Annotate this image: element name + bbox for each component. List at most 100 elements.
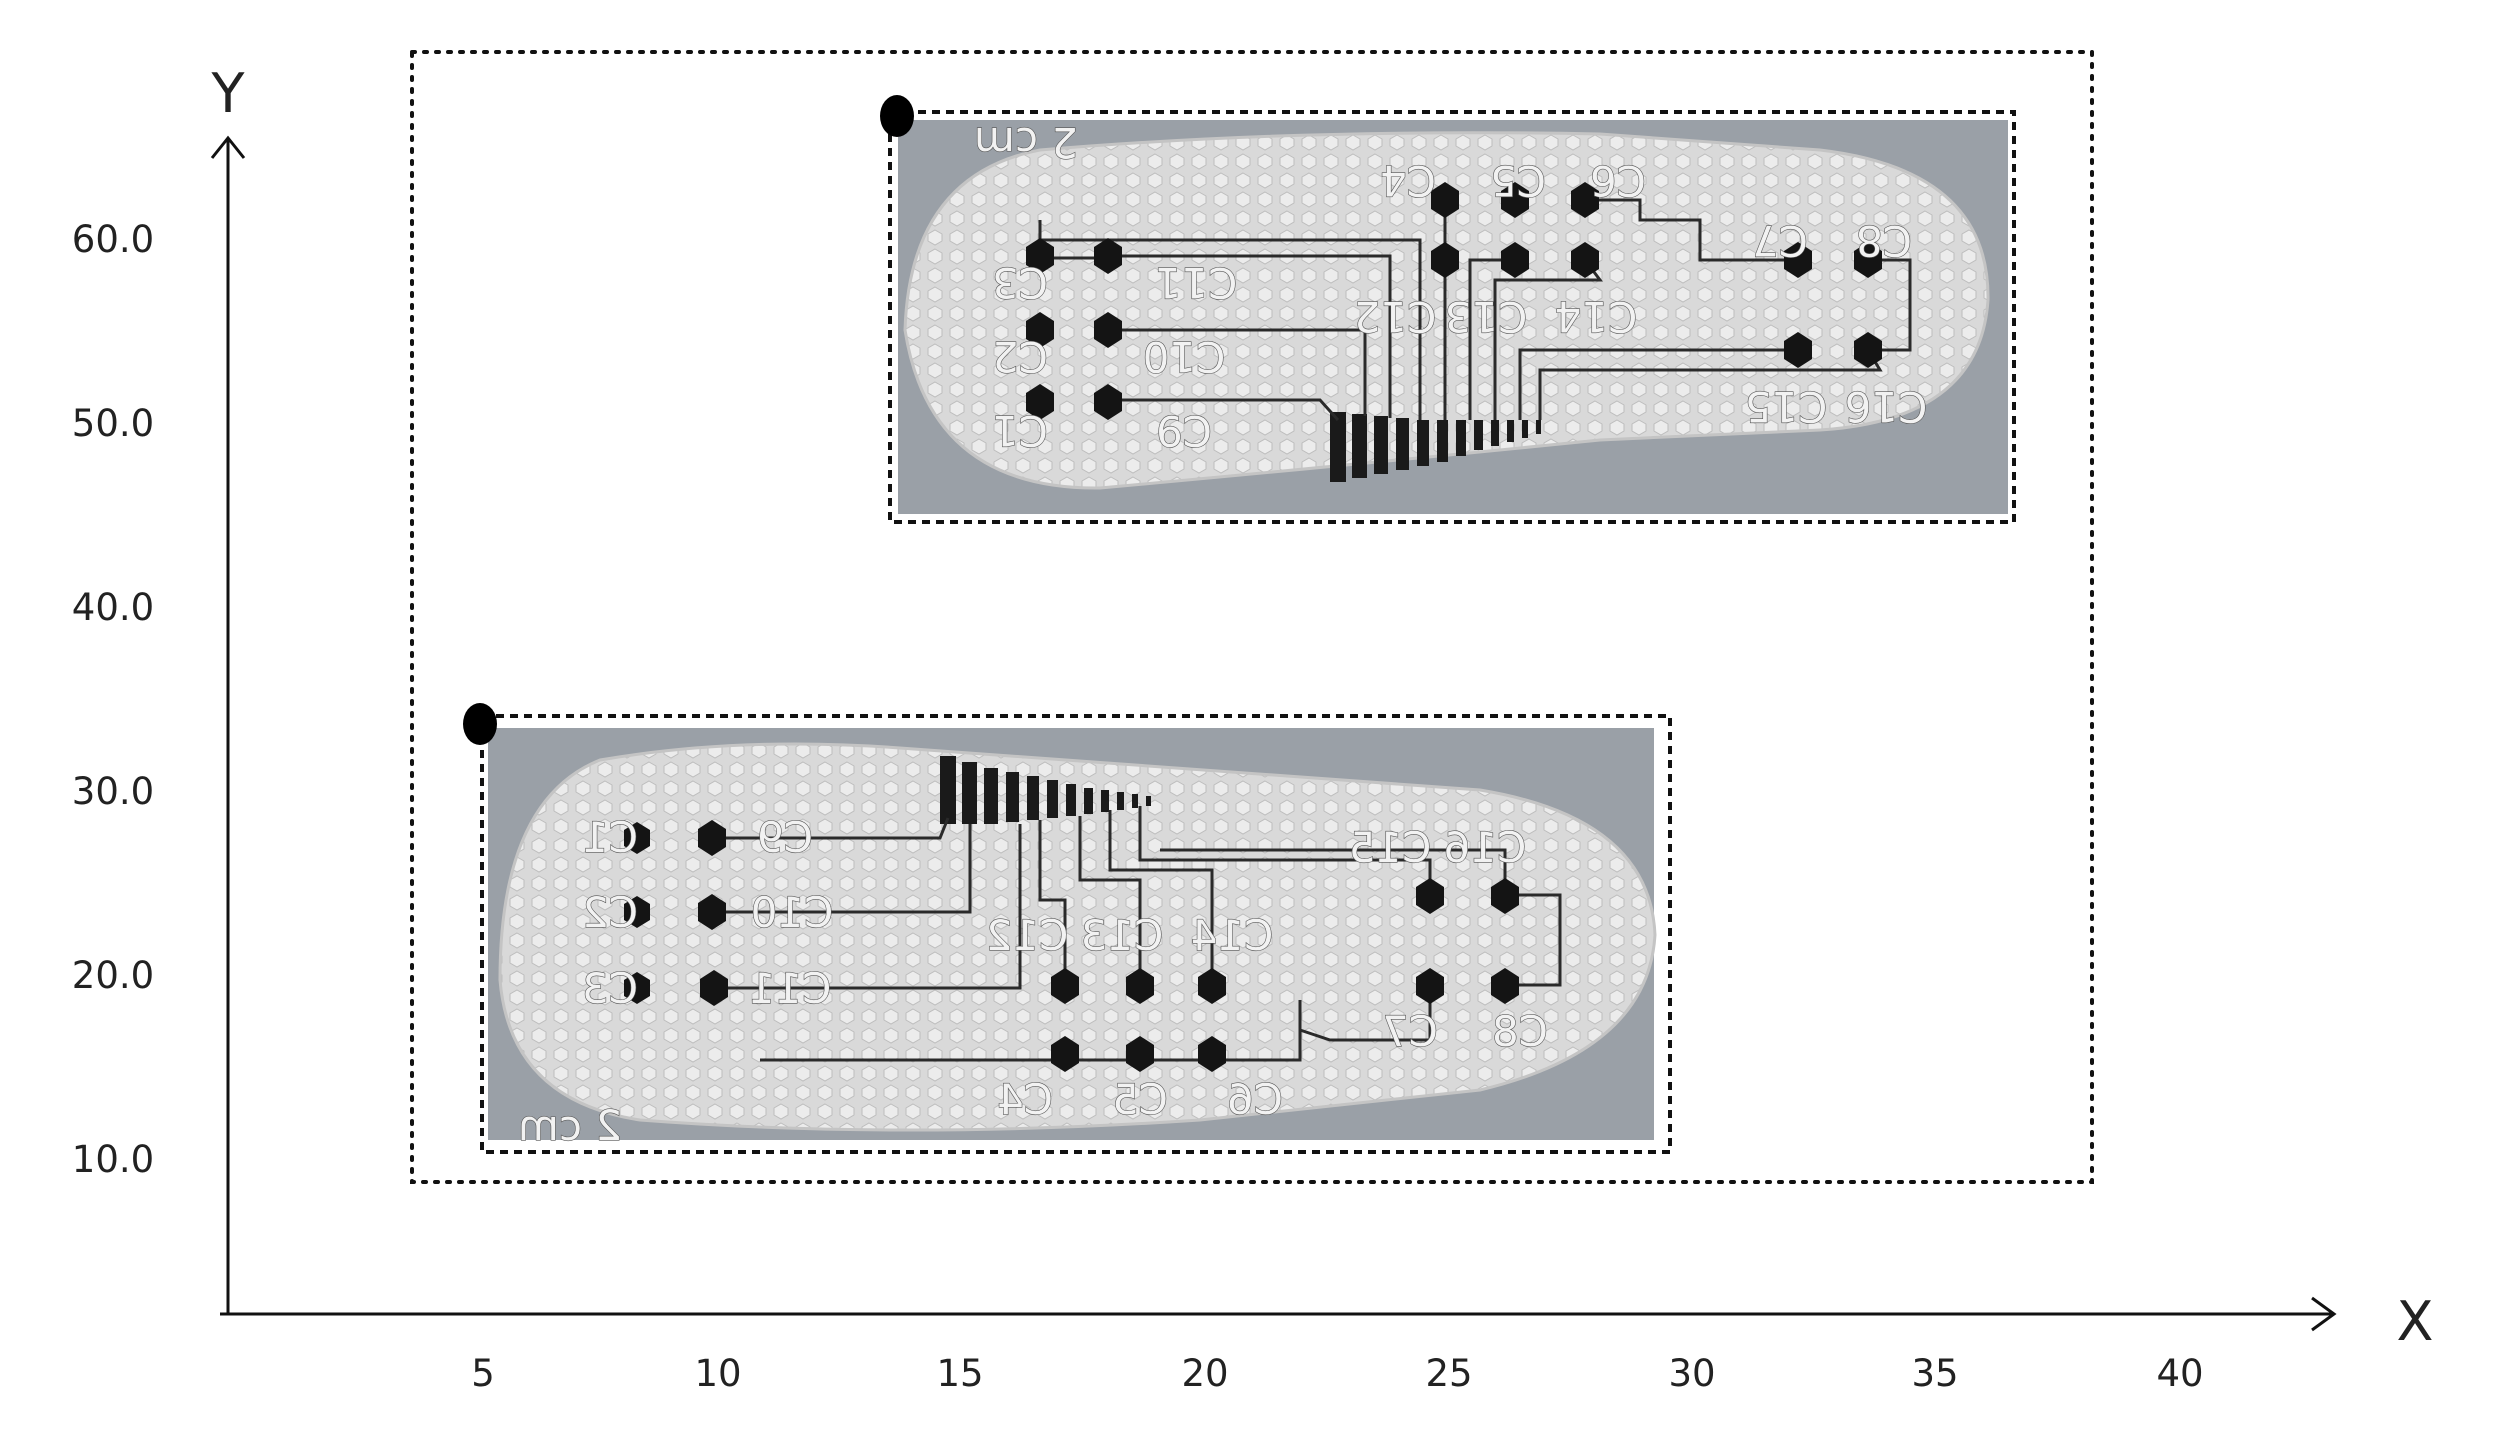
- right-insole-frame: [888, 110, 2016, 524]
- right-label-c10: C10: [1143, 332, 1226, 381]
- left-label-c1: C1: [582, 813, 638, 862]
- right-sensor-c11: [1094, 238, 1122, 274]
- right-sensor-c5: [1501, 182, 1529, 218]
- right-label-c14: C14: [1555, 292, 1638, 341]
- left-traces: [712, 806, 1562, 1062]
- y-axis: Y: [211, 62, 246, 1314]
- right-sensor-c9: [1094, 384, 1122, 420]
- y-tick-label: 50.0: [72, 402, 154, 445]
- right-label-c8: C8: [1856, 216, 1912, 265]
- left-sensor-c2: [624, 896, 650, 928]
- left-label-c11: C11: [749, 964, 832, 1013]
- left-insole-panel: C1 C9 C2 C10 C3 C11 C12 C13 C14 C4 C5 C6…: [463, 703, 1672, 1154]
- right-label-c15: C15: [1745, 382, 1828, 431]
- left-origin-marker: [463, 703, 497, 745]
- right-label-c3: C3: [992, 258, 1048, 307]
- right-sensor-c13: [1501, 242, 1529, 278]
- left-sensor-c5: [1126, 1036, 1154, 1072]
- right-connector-pads: [1330, 412, 1541, 482]
- left-sensor-c13: [1126, 968, 1154, 1004]
- right-sensor-c6: [1571, 182, 1599, 218]
- left-label-c2: C2: [582, 888, 638, 937]
- y-tick-label: 20.0: [72, 954, 154, 997]
- right-sensor-c12: [1431, 242, 1459, 278]
- right-sensor-c1: [1026, 384, 1054, 420]
- left-label-c10: C10: [751, 888, 834, 937]
- left-sensor-c8: [1491, 968, 1519, 1004]
- right-sensor-c15: [1784, 332, 1812, 368]
- left-sensor-c11: [700, 970, 728, 1006]
- y-axis-name: Y: [211, 62, 246, 125]
- y-tick-label: 10.0: [72, 1138, 154, 1181]
- right-label-c16: C16: [1845, 382, 1928, 431]
- left-label-c15: C15: [1349, 823, 1432, 872]
- left-label-c9: C9: [757, 813, 813, 862]
- left-sensor-c12: [1051, 968, 1079, 1004]
- y-tick-label: 30.0: [72, 770, 154, 813]
- right-sensor-c16: [1854, 332, 1882, 368]
- right-label-c2: C2: [992, 332, 1048, 381]
- right-origin-marker: [880, 95, 914, 137]
- left-label-c8: C8: [1492, 1007, 1548, 1056]
- left-scale-label: 2 cm: [518, 1101, 622, 1150]
- left-label-c3: C3: [582, 964, 638, 1013]
- x-tick-label: 30: [1668, 1352, 1715, 1395]
- right-sensor-c10: [1094, 312, 1122, 348]
- right-label-c5: C5: [1490, 156, 1546, 205]
- left-sensor-c14: [1198, 968, 1226, 1004]
- right-label-c4: C4: [1380, 156, 1436, 205]
- left-sensor-c4: [1051, 1036, 1079, 1072]
- left-sensor-c6: [1198, 1036, 1226, 1072]
- right-label-c9: C9: [1156, 406, 1212, 455]
- outer-boundary: [410, 50, 2094, 1184]
- x-tick-label: 5: [471, 1352, 495, 1395]
- left-label-c5: C5: [1112, 1075, 1168, 1124]
- right-sensor-c4: [1431, 182, 1459, 218]
- left-sensor-c7: [1416, 968, 1444, 1004]
- x-tick-label: 10: [694, 1352, 741, 1395]
- right-label-c6: C6: [1590, 156, 1646, 205]
- left-sensor-labels: C1 C9 C2 C10 C3 C11 C12 C13 C14 C4 C5 C6…: [517, 812, 1548, 1150]
- right-sensor-c8: [1854, 242, 1882, 278]
- right-sensor-array: [1026, 182, 1882, 420]
- right-label-c12: C12: [1354, 292, 1437, 341]
- right-sensor-c7: [1784, 242, 1812, 278]
- left-sensor-c3: [624, 972, 650, 1004]
- left-sensor-c9: [698, 820, 726, 856]
- right-sensor-labels: C3 C11 C2 C10 C1 C9 C4 C5 C6 C12 C13 C14…: [973, 117, 1928, 455]
- right-sensor-c2: [1026, 312, 1054, 348]
- left-label-c13: C13: [1081, 911, 1164, 960]
- left-connector-pads: [940, 756, 1151, 824]
- y-tick-label: 40.0: [72, 586, 154, 629]
- right-label-c7: C7: [1752, 216, 1808, 265]
- x-tick-labels: 5 10 15 20 25 30 35 40: [471, 1352, 2203, 1395]
- right-label-c1: C1: [992, 406, 1048, 455]
- left-label-c12: C12: [986, 911, 1069, 960]
- left-label-c16: C16: [1444, 823, 1527, 872]
- right-sensor-c3: [1026, 238, 1054, 274]
- left-sensor-c15: [1416, 878, 1444, 914]
- x-axis: X: [220, 1290, 2434, 1353]
- y-tick-labels: 10.0 20.0 30.0 40.0 50.0 60.0: [72, 218, 154, 1181]
- x-axis-name: X: [2397, 1290, 2434, 1353]
- left-sensor-c10: [698, 894, 726, 930]
- left-sensor-c1: [624, 822, 650, 854]
- right-label-c11: C11: [1155, 258, 1238, 307]
- x-tick-label: 20: [1181, 1352, 1228, 1395]
- left-label-c6: C6: [1227, 1075, 1283, 1124]
- left-sensor-c16: [1491, 878, 1519, 914]
- left-insole-shape: [498, 742, 1657, 1132]
- right-scale-label: 2 cm: [974, 118, 1078, 167]
- left-sensor-array: [624, 820, 1519, 1072]
- x-tick-label: 35: [1911, 1352, 1958, 1395]
- left-label-c7: C7: [1382, 1007, 1438, 1056]
- left-label-c14: C14: [1191, 911, 1274, 960]
- right-sensor-c14: [1571, 242, 1599, 278]
- x-tick-label: 15: [936, 1352, 983, 1395]
- y-tick-label: 60.0: [72, 218, 154, 261]
- left-label-c4: C4: [997, 1075, 1053, 1124]
- x-tick-label: 25: [1425, 1352, 1472, 1395]
- right-label-c13: C13: [1445, 292, 1528, 341]
- right-insole-panel: C3 C11 C2 C10 C1 C9 C4 C5 C6 C12 C13 C14…: [880, 95, 2016, 524]
